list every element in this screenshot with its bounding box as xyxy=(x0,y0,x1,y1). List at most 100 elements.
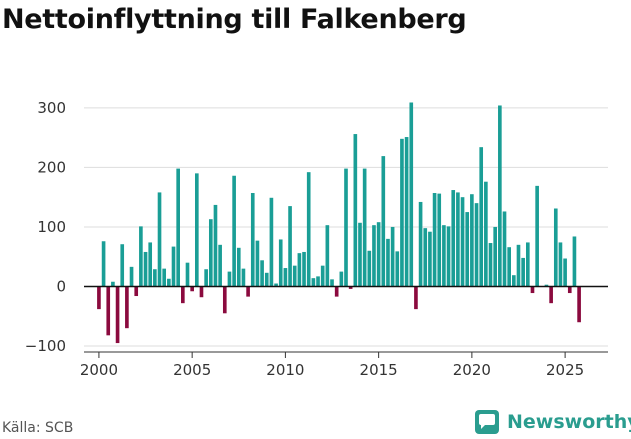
bar xyxy=(283,268,288,287)
bar xyxy=(563,258,567,287)
bar xyxy=(465,212,470,287)
bar xyxy=(530,286,535,294)
bar xyxy=(199,286,204,298)
bar xyxy=(558,242,563,287)
bar xyxy=(125,286,129,329)
bar xyxy=(325,225,330,287)
bar xyxy=(297,253,302,287)
bar xyxy=(414,286,418,310)
bar xyxy=(97,286,101,310)
bar xyxy=(269,197,274,287)
bar xyxy=(120,244,125,287)
bar xyxy=(222,286,227,314)
bar xyxy=(423,228,428,287)
bar xyxy=(190,286,194,292)
source-label: Källa: SCB xyxy=(2,420,74,436)
bar xyxy=(512,275,516,287)
bar xyxy=(330,279,334,287)
bar xyxy=(516,244,521,287)
bar xyxy=(507,247,511,287)
bar xyxy=(111,281,115,287)
bar xyxy=(139,226,143,287)
newsworthy-logo-text: Newsworthy xyxy=(507,411,631,433)
chart-title: Nettoinflyttning till Falkenberg xyxy=(2,4,467,35)
bar xyxy=(409,102,414,287)
newsworthy-logo: Newsworthy xyxy=(475,408,631,436)
bar xyxy=(311,278,316,287)
y-tick-label: 200 xyxy=(37,158,66,176)
bar xyxy=(376,222,381,287)
bar xyxy=(260,260,264,287)
bar xyxy=(553,208,558,287)
bar xyxy=(526,242,530,287)
bar xyxy=(129,266,134,287)
bar xyxy=(572,236,577,287)
bar xyxy=(521,257,525,287)
bar xyxy=(484,181,488,287)
bar xyxy=(446,226,451,287)
bar xyxy=(208,219,213,287)
bar xyxy=(418,201,423,287)
bar xyxy=(362,168,367,287)
bar xyxy=(502,211,507,287)
bar xyxy=(339,271,344,287)
bar xyxy=(577,286,581,323)
bar xyxy=(381,156,386,287)
bar xyxy=(227,271,232,287)
bar xyxy=(171,246,176,287)
bar xyxy=(218,244,222,287)
y-axis: −100 0 100 200 300 xyxy=(25,99,66,355)
bar xyxy=(498,105,502,287)
bar xyxy=(302,251,306,287)
bar xyxy=(185,262,190,287)
bar xyxy=(292,265,297,287)
bar xyxy=(400,138,404,287)
bar xyxy=(358,222,362,287)
bar xyxy=(143,251,148,287)
bar xyxy=(372,225,376,287)
bar xyxy=(101,241,106,287)
x-tick-label: 2000 xyxy=(80,361,118,379)
bar xyxy=(442,225,446,287)
x-tick-label: 2020 xyxy=(453,361,491,379)
bar xyxy=(115,286,120,344)
bar xyxy=(474,203,479,287)
bar xyxy=(428,231,432,287)
bar xyxy=(195,173,199,287)
y-tick-label: 300 xyxy=(37,99,66,117)
bars xyxy=(97,102,581,344)
bar xyxy=(148,242,153,287)
bar xyxy=(274,283,278,287)
newsworthy-logo-icon xyxy=(475,410,499,434)
bar xyxy=(353,134,358,287)
bar xyxy=(204,269,208,287)
bar xyxy=(255,240,260,287)
bar xyxy=(241,268,246,287)
y-tick-label: 0 xyxy=(56,278,66,296)
bar xyxy=(567,286,572,294)
bar xyxy=(264,272,269,287)
bar xyxy=(348,286,353,289)
x-tick-label: 2005 xyxy=(173,361,211,379)
bar xyxy=(288,206,292,287)
bar xyxy=(390,226,395,287)
bar xyxy=(488,243,493,287)
bar xyxy=(432,193,437,287)
bar xyxy=(181,286,185,304)
bar xyxy=(176,168,180,287)
bar xyxy=(549,286,553,304)
bar xyxy=(451,190,456,287)
bar xyxy=(306,172,311,287)
bar xyxy=(395,251,400,287)
bar xyxy=(157,192,162,287)
bar xyxy=(479,147,484,287)
x-tick-label: 2010 xyxy=(266,361,304,379)
y-tick-label: −100 xyxy=(25,337,66,355)
bar xyxy=(367,250,372,287)
bar xyxy=(134,286,139,297)
bar xyxy=(404,137,409,287)
bar xyxy=(493,226,497,287)
bar xyxy=(456,192,460,287)
bar xyxy=(544,284,549,287)
